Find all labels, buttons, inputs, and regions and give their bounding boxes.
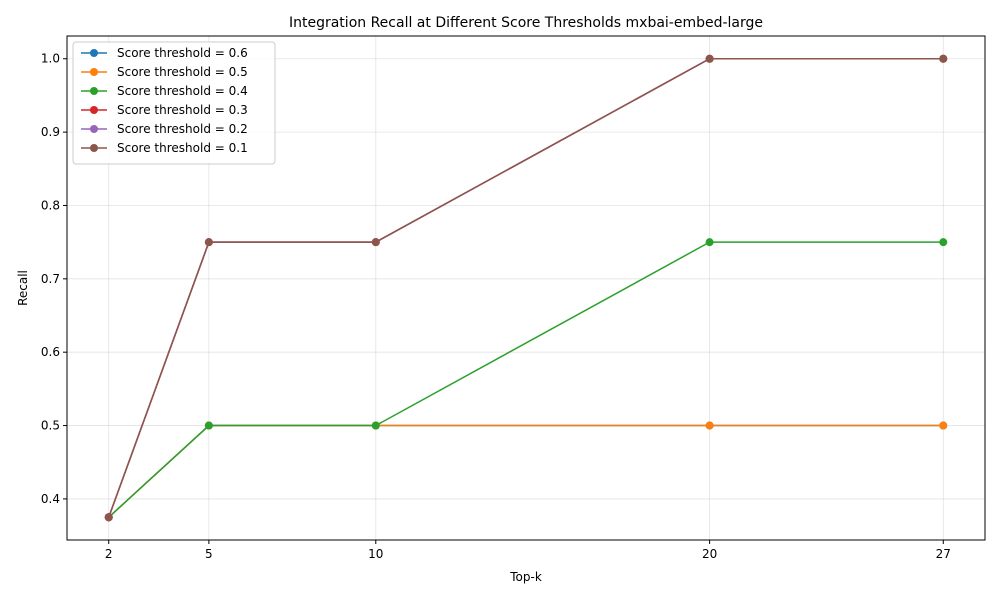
series-1 (104, 421, 948, 522)
series-line (108, 424, 944, 518)
legend-marker (90, 106, 98, 114)
data-point (939, 238, 948, 247)
legend: Score threshold = 0.6 Score threshold = 0… (72, 41, 276, 165)
y-axis-label: Recall (16, 270, 30, 306)
legend-item: Score threshold = 0.3 (81, 103, 248, 117)
legend-label: Score threshold = 0.6 (117, 46, 248, 60)
data-point (939, 54, 948, 63)
legend-marker (90, 125, 98, 133)
x-tick-label: 20 (702, 547, 717, 561)
plot-frame (66, 35, 986, 541)
y-tick-label: 0.8 (41, 198, 60, 212)
y-tick-label: 1.0 (41, 52, 60, 66)
legend-box (72, 41, 276, 165)
y-tick-label: 0.7 (41, 272, 60, 286)
data-point (939, 421, 948, 430)
legend-item: Score threshold = 0.5 (81, 65, 248, 79)
x-tick-label: 5 (205, 547, 213, 561)
legend-item: Score threshold = 0.4 (81, 84, 248, 98)
legend-marker (90, 49, 98, 57)
legend-label: Score threshold = 0.5 (117, 65, 248, 79)
legend-label: Score threshold = 0.3 (117, 103, 248, 117)
legend-item: Score threshold = 0.6 (81, 46, 248, 60)
data-point (104, 513, 113, 522)
x-tick-label: 10 (368, 547, 383, 561)
data-point (204, 421, 213, 430)
series-line (108, 241, 944, 518)
legend-marker (90, 144, 98, 152)
legend-item: Score threshold = 0.1 (81, 141, 248, 155)
series-3 (104, 238, 948, 522)
data-point (371, 421, 380, 430)
y-tick-label: 0.6 (41, 345, 60, 359)
series-layer (104, 54, 948, 522)
y-axis-ticks: 0.4 0.5 0.6 0.7 0.8 0.9 1.0 (41, 52, 67, 506)
y-tick-label: 0.5 (41, 419, 60, 433)
legend-marker (90, 87, 98, 95)
legend-label: Score threshold = 0.4 (117, 84, 248, 98)
series-2 (104, 421, 948, 522)
legend-label: Score threshold = 0.1 (117, 141, 248, 155)
x-tick-label: 27 (936, 547, 951, 561)
legend-marker (90, 68, 98, 76)
x-axis-ticks: 2 5 10 20 27 (105, 540, 951, 561)
data-point (371, 238, 380, 247)
chart-title: Integration Recall at Different Score Th… (289, 15, 763, 31)
x-tick-label: 2 (105, 547, 113, 561)
data-point (204, 238, 213, 247)
data-point (705, 421, 714, 430)
series-6 (104, 54, 948, 522)
legend-item: Score threshold = 0.2 (81, 122, 248, 136)
data-point (705, 54, 714, 63)
x-axis-label: Top-k (509, 570, 542, 584)
y-tick-label: 0.4 (41, 492, 60, 506)
legend-label: Score threshold = 0.2 (117, 122, 248, 136)
series-line (108, 424, 944, 518)
data-point (705, 238, 714, 247)
y-tick-label: 0.9 (41, 125, 60, 139)
